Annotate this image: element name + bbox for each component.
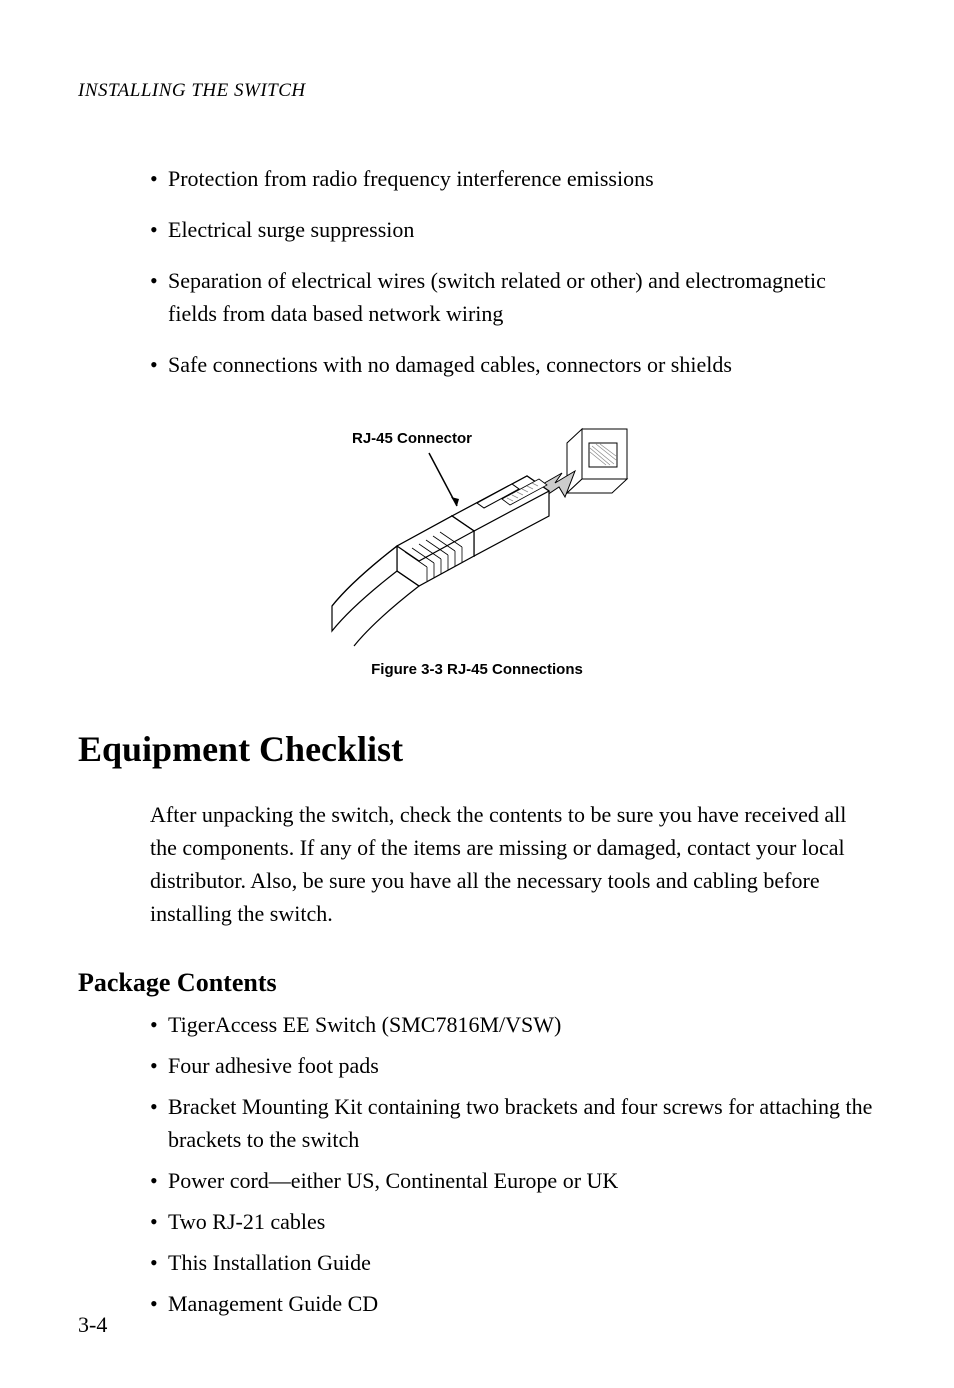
figure-caption: Figure 3-3 RJ-45 Connections [78, 661, 876, 678]
section-title: Equipment Checklist [78, 728, 876, 770]
list-item: Safe connections with no damaged cables,… [150, 348, 876, 381]
list-item: Two RJ-21 cables [150, 1205, 876, 1238]
list-item: Management Guide CD [150, 1287, 876, 1320]
rj45-connector-diagram: RJ-45 Connector [297, 421, 657, 651]
list-item: Electrical surge suppression [150, 213, 876, 246]
package-contents-list: TigerAccess EE Switch (SMC7816M/VSW) Fou… [78, 1008, 876, 1320]
list-item: Protection from radio frequency interfer… [150, 162, 876, 195]
list-item: Separation of electrical wires (switch r… [150, 264, 876, 330]
list-item: TigerAccess EE Switch (SMC7816M/VSW) [150, 1008, 876, 1041]
connector-label-text: RJ-45 Connector [352, 430, 472, 447]
list-item: Four adhesive foot pads [150, 1049, 876, 1082]
wall-jack-icon [567, 429, 627, 493]
figure-container: RJ-45 Connector [78, 421, 876, 678]
list-item: Power cord—either US, Continental Europe… [150, 1164, 876, 1197]
list-item: Bracket Mounting Kit containing two brac… [150, 1090, 876, 1156]
rj45-plug-icon [332, 476, 549, 646]
page-header: INSTALLING THE SWITCH [78, 80, 876, 102]
page-number: 3-4 [78, 1312, 107, 1338]
list-item: This Installation Guide [150, 1246, 876, 1279]
body-paragraph: After unpacking the switch, check the co… [78, 798, 876, 930]
subsection-title: Package Contents [78, 968, 876, 998]
main-bullet-list: Protection from radio frequency interfer… [78, 162, 876, 381]
